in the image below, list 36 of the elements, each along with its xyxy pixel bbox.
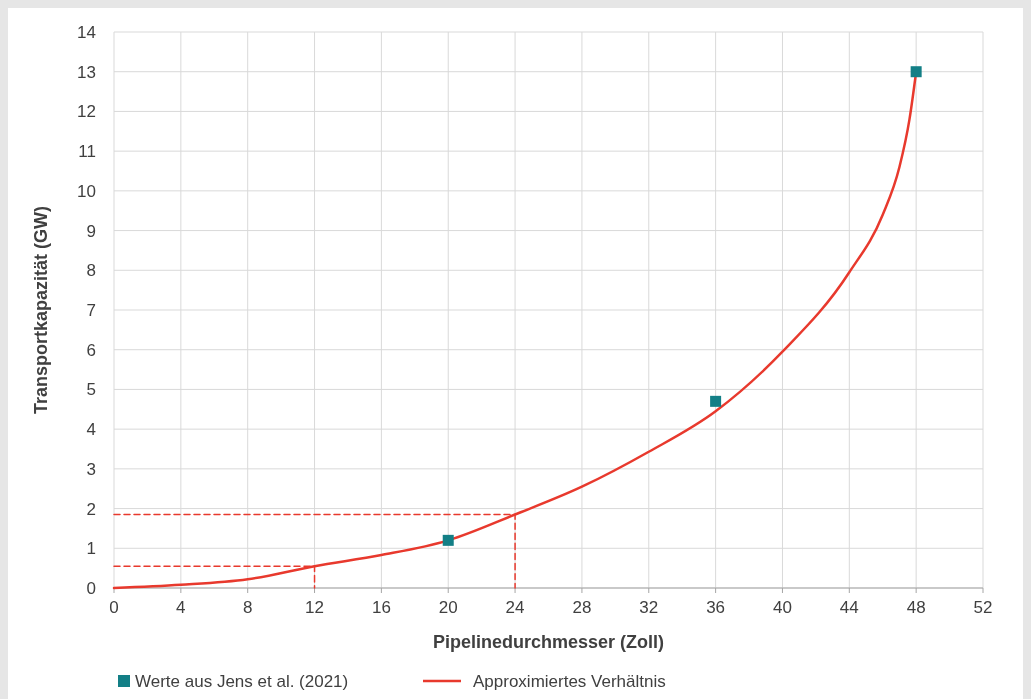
x-tick-label: 16: [371, 598, 391, 617]
x-tick-label: 24: [505, 598, 525, 617]
y-tick-label: 8: [86, 261, 96, 281]
y-tick-label: 2: [86, 499, 96, 519]
y-tick-label: 9: [86, 221, 96, 241]
x-tick-label: 44: [839, 598, 859, 617]
y-axis-title: Transportkapazität (GW): [31, 205, 51, 415]
y-tick-label: 13: [77, 62, 96, 82]
y-tick-label: 11: [78, 142, 96, 162]
point: [710, 395, 722, 407]
x-tick-label: 52: [973, 598, 993, 617]
x-tick-label: 12: [305, 598, 324, 617]
y-tick-label: 10: [77, 181, 96, 201]
point: [910, 66, 922, 78]
legend-label: Werte aus Jens et al. (2021): [135, 672, 349, 691]
y-tick-label: 6: [86, 340, 96, 360]
x-tick-label: 4: [176, 598, 186, 617]
x-tick-label: 0: [109, 598, 119, 617]
x-tick-label: 8: [242, 598, 253, 617]
y-tick-label: 14: [77, 23, 96, 42]
legend-label: Approximiertes Verhältnis: [473, 672, 666, 691]
y-tick-label: 12: [77, 102, 96, 122]
point: [442, 534, 454, 546]
y-tick-label: 5: [86, 380, 96, 400]
x-tick-label: 32: [639, 598, 659, 617]
y-tick-label: 0: [86, 579, 96, 598]
y-tick-label: 3: [86, 459, 96, 479]
x-tick-label: 20: [438, 598, 458, 617]
y-tick-label: 1: [86, 539, 96, 559]
x-axis-title: Pipelinedurchmesser (Zoll): [432, 632, 665, 652]
x-tick-label: 36: [706, 598, 726, 617]
x-tick-label: 40: [773, 598, 792, 617]
x-tick-label: 28: [572, 598, 592, 617]
y-tick-label: 7: [86, 301, 96, 320]
x-tick-label: 48: [906, 598, 926, 617]
y-tick-label: 4: [86, 420, 96, 440]
